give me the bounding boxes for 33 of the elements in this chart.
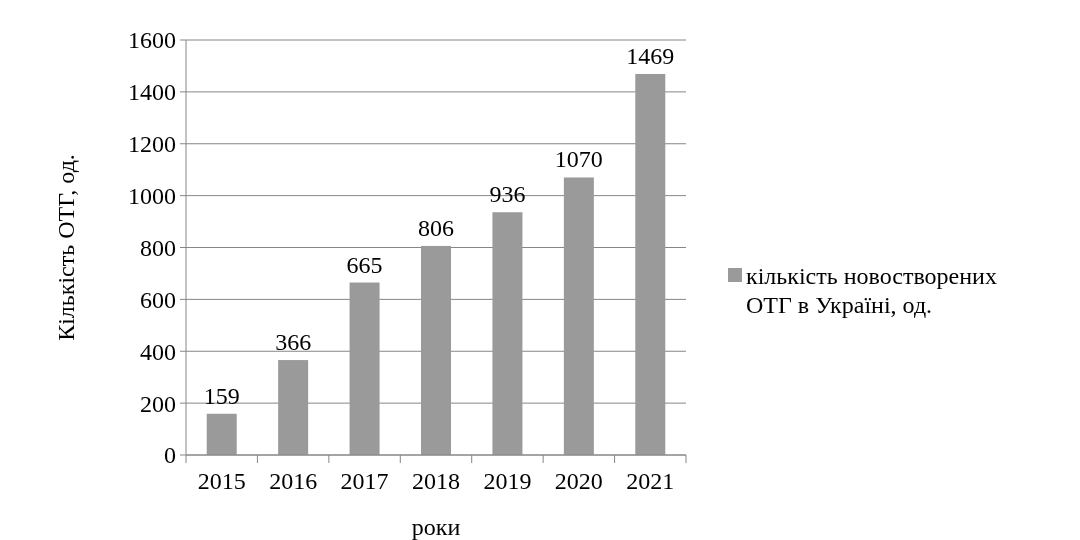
- y-tick-label: 600: [140, 286, 176, 313]
- x-tick-label: 2015: [197, 468, 246, 494]
- bar: [421, 245, 451, 455]
- data-label: 1469: [626, 42, 675, 69]
- x-tick-label: 2016: [269, 468, 318, 494]
- y-tick-label: 0: [164, 442, 176, 469]
- y-tick-label: 200: [140, 390, 176, 417]
- y-tick-label: 800: [140, 234, 176, 261]
- x-tick-label: 2019: [483, 468, 532, 494]
- legend-label: кількість новостворених ОТГ в Україні, од.: [746, 263, 997, 319]
- bar: [492, 212, 523, 455]
- bar: [635, 73, 666, 455]
- y-tick-label: 1000: [128, 183, 176, 210]
- data-label: 159: [203, 382, 240, 409]
- bar: [349, 282, 380, 455]
- x-axis-title: роки: [411, 514, 461, 540]
- data-label: 665: [346, 251, 383, 278]
- data-label: 1070: [554, 146, 603, 173]
- y-tick-label: 400: [140, 338, 176, 365]
- bar: [278, 360, 309, 455]
- data-label: 806: [418, 214, 454, 241]
- bar: [206, 413, 237, 455]
- x-tick-label: 2021: [626, 468, 675, 494]
- y-axis-title: Кількість ОТГ, од.: [53, 154, 79, 341]
- y-tick-label: 1400: [128, 79, 176, 106]
- data-label: 936: [489, 181, 526, 208]
- data-label: 366: [275, 329, 312, 356]
- x-tick-label: 2017: [340, 468, 389, 494]
- bar: [563, 177, 594, 455]
- x-tick-label: 2020: [554, 468, 603, 494]
- y-tick-label: 1200: [128, 131, 176, 158]
- y-tick-label: 1600: [128, 27, 176, 54]
- x-tick-label: 2018: [412, 468, 460, 494]
